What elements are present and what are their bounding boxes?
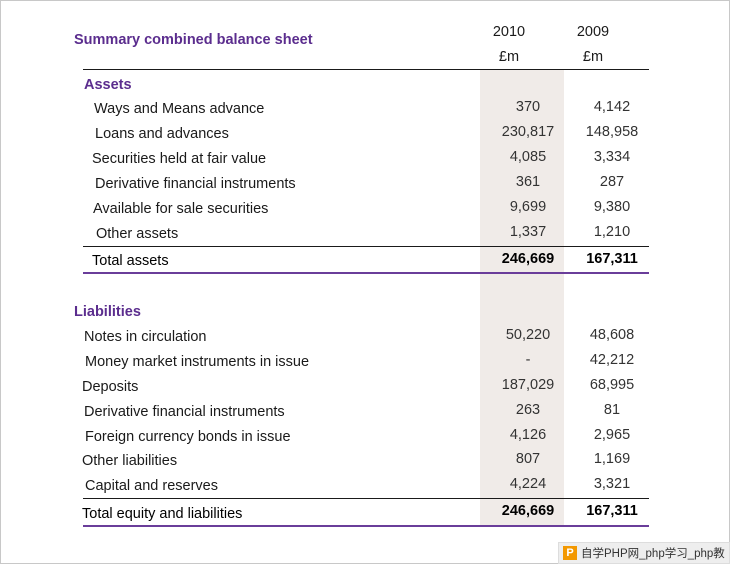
liability-row-label: Capital and reserves bbox=[85, 478, 218, 494]
php-logo-icon: P bbox=[563, 546, 577, 560]
column-2010-highlight bbox=[480, 69, 564, 526]
liability-row-value-2010: - bbox=[525, 352, 531, 368]
asset-row-value-2009: 4,142 bbox=[593, 99, 631, 115]
liability-row-value-2009: 48,608 bbox=[589, 327, 635, 343]
asset-row-label: Securities held at fair value bbox=[92, 151, 267, 167]
liability-row-label: Money market instruments in issue bbox=[85, 354, 310, 370]
total-liabilities-label: Total equity and liabilities bbox=[82, 506, 243, 522]
asset-row-value-2009: 148,958 bbox=[585, 124, 639, 140]
asset-row-value-2009: 1,210 bbox=[593, 224, 631, 240]
liability-row-value-2009: 42,212 bbox=[589, 352, 635, 368]
liability-row-value-2009: 2,965 bbox=[593, 427, 631, 443]
asset-row-value-2010: 370 bbox=[515, 99, 541, 115]
asset-row-value-2010: 361 bbox=[515, 174, 541, 190]
asset-row-value-2010: 9,699 bbox=[509, 199, 547, 215]
liability-row-label: Other liabilities bbox=[82, 453, 178, 469]
assets-heading: Assets bbox=[84, 77, 132, 93]
total-assets-value-2010: 246,669 bbox=[501, 251, 555, 267]
asset-row-label: Derivative financial instruments bbox=[95, 176, 296, 192]
liability-row-value-2010: 50,220 bbox=[505, 327, 551, 343]
liabilities-total-rule bbox=[83, 525, 649, 527]
assets-total-rule bbox=[83, 272, 649, 274]
column-header-2010-year: 2010 bbox=[492, 24, 526, 40]
asset-row-value-2009: 3,334 bbox=[593, 149, 631, 165]
liability-row-value-2009: 1,169 bbox=[593, 451, 631, 467]
asset-row-value-2010: 230,817 bbox=[501, 124, 555, 140]
asset-row-label: Available for sale securities bbox=[93, 201, 269, 217]
total-liabilities-value-2010: 246,669 bbox=[501, 503, 555, 519]
asset-row-value-2010: 4,085 bbox=[509, 149, 547, 165]
watermark-text: 自学PHP网_php学习_php教 bbox=[581, 548, 725, 560]
total-liabilities-value-2009: 167,311 bbox=[586, 503, 638, 519]
header-rule bbox=[83, 69, 649, 70]
page-title: Summary combined balance sheet bbox=[74, 32, 313, 48]
asset-row-label: Other assets bbox=[96, 226, 179, 242]
asset-row-label: Ways and Means advance bbox=[94, 101, 265, 117]
assets-subtotal-rule bbox=[83, 246, 649, 247]
column-header-2010-unit: £m bbox=[498, 49, 520, 65]
liabilities-subtotal-rule bbox=[83, 498, 649, 499]
asset-row-label: Loans and advances bbox=[95, 126, 229, 142]
total-assets-value-2009: 167,311 bbox=[586, 251, 638, 267]
liability-row-label: Derivative financial instruments bbox=[84, 404, 285, 420]
total-assets-label: Total assets bbox=[92, 253, 169, 269]
column-header-2009-unit: £m bbox=[582, 49, 604, 65]
asset-row-value-2010: 1,337 bbox=[509, 224, 547, 240]
column-header-2009-year: 2009 bbox=[576, 24, 610, 40]
asset-row-value-2009: 287 bbox=[599, 174, 625, 190]
liability-row-label: Notes in circulation bbox=[84, 329, 207, 345]
liability-row-value-2009: 3,321 bbox=[593, 476, 631, 492]
liability-row-value-2010: 807 bbox=[515, 451, 541, 467]
site-watermark: P 自学PHP网_php学习_php教 bbox=[558, 542, 730, 564]
liability-row-value-2010: 187,029 bbox=[501, 377, 555, 393]
liability-row-value-2010: 4,126 bbox=[509, 427, 547, 443]
liability-row-value-2009: 81 bbox=[603, 402, 621, 418]
liability-row-value-2009: 68,995 bbox=[589, 377, 635, 393]
liability-row-value-2010: 4,224 bbox=[509, 476, 547, 492]
asset-row-value-2009: 9,380 bbox=[593, 199, 631, 215]
liability-row-label: Foreign currency bonds in issue bbox=[85, 429, 291, 445]
liability-row-label: Deposits bbox=[82, 379, 139, 395]
liability-row-value-2010: 263 bbox=[515, 402, 541, 418]
liabilities-heading: Liabilities bbox=[74, 304, 141, 320]
